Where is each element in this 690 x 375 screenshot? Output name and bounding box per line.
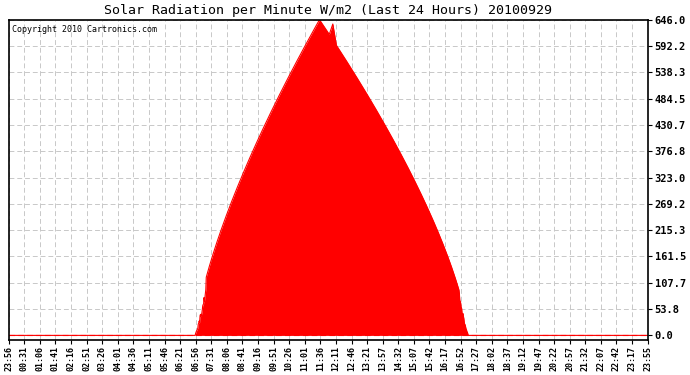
Text: Copyright 2010 Cartronics.com: Copyright 2010 Cartronics.com	[12, 24, 157, 33]
Title: Solar Radiation per Minute W/m2 (Last 24 Hours) 20100929: Solar Radiation per Minute W/m2 (Last 24…	[104, 4, 552, 17]
